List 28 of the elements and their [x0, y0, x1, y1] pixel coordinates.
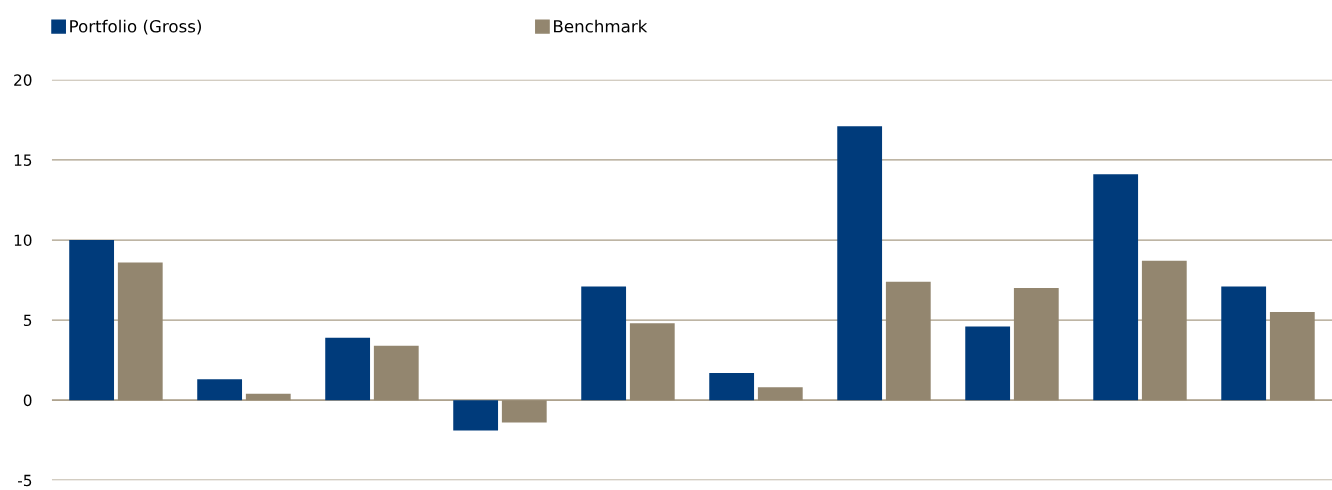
bar — [709, 372, 755, 401]
y-tick-label: -5 — [18, 474, 32, 487]
bar — [245, 393, 291, 401]
bar — [629, 323, 675, 401]
bar — [453, 400, 499, 431]
bar — [581, 286, 627, 401]
bar — [117, 262, 163, 401]
bar — [373, 345, 419, 401]
bar — [1269, 312, 1315, 401]
y-tick-label: 10 — [14, 234, 32, 247]
legend-label: Portfolio (Gross) — [70, 19, 201, 35]
bar — [965, 326, 1011, 401]
legend-label: Benchmark — [554, 19, 648, 33]
bar — [1221, 286, 1267, 401]
bar — [501, 400, 547, 423]
y-tick-label: 15 — [14, 154, 32, 166]
bar — [837, 126, 883, 401]
bar — [757, 387, 803, 401]
bar — [197, 379, 243, 401]
bar — [885, 281, 931, 401]
bar — [1093, 174, 1139, 401]
y-tick-label: 20 — [14, 74, 32, 86]
y-tick-label: 0 — [23, 394, 32, 407]
bar — [1141, 260, 1187, 401]
bar — [69, 240, 115, 401]
bar — [1013, 288, 1059, 401]
y-tick-label: 5 — [23, 314, 32, 327]
bar — [325, 337, 371, 401]
